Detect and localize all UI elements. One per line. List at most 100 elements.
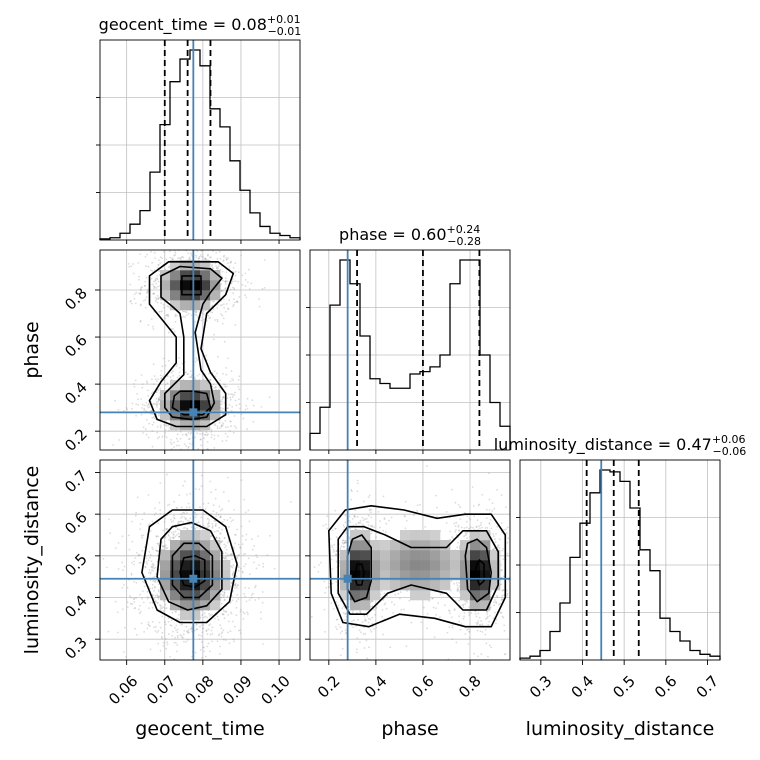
- hist-panel-luminosity_distance: [519, 459, 721, 661]
- sample-point: [366, 614, 369, 617]
- sample-point: [178, 371, 181, 374]
- sample-point: [167, 504, 169, 507]
- sample-point: [214, 524, 217, 527]
- sample-point: [220, 290, 223, 293]
- sample-point: [221, 540, 224, 542]
- sample-point: [154, 586, 156, 589]
- sample-point: [477, 620, 480, 622]
- sample-point: [211, 311, 214, 314]
- sample-point: [186, 493, 188, 496]
- sample-point: [223, 617, 226, 620]
- sample-point: [335, 549, 338, 552]
- sample-point: [200, 255, 203, 258]
- sample-point: [146, 562, 149, 565]
- sample-point: [151, 416, 154, 419]
- sample-point: [207, 433, 209, 435]
- sample-point: [150, 565, 153, 568]
- sample-point: [481, 631, 484, 633]
- sample-point: [173, 641, 176, 644]
- sample-point: [222, 638, 225, 641]
- sample-point: [174, 254, 177, 256]
- sample-point: [147, 403, 150, 406]
- sample-point: [507, 537, 510, 540]
- sample-point: [121, 561, 124, 564]
- contour-geocent_time-phase-3: [148, 261, 235, 428]
- sample-point: [221, 314, 224, 317]
- sample-point: [184, 371, 187, 374]
- sample-point: [156, 631, 159, 634]
- sample-point: [351, 611, 354, 614]
- sample-point: [204, 655, 207, 658]
- sample-point: [181, 255, 184, 258]
- sample-point: [140, 286, 143, 289]
- sample-point: [159, 262, 162, 264]
- sample-point: [146, 405, 149, 407]
- density-cell: [180, 420, 191, 431]
- sample-point: [174, 313, 177, 316]
- sample-point: [220, 635, 223, 638]
- sample-point: [185, 371, 187, 374]
- sample-point: [223, 594, 226, 597]
- sample-point: [331, 544, 333, 547]
- sample-point: [244, 595, 246, 598]
- sample-point: [181, 636, 184, 639]
- sample-point: [367, 621, 370, 624]
- sample-point: [157, 285, 159, 288]
- sample-point: [216, 640, 219, 642]
- hist-step-luminosity_distance: [519, 469, 721, 660]
- sample-point: [224, 426, 227, 428]
- sample-point: [158, 311, 161, 313]
- sample-point: [227, 257, 230, 260]
- density-cell: [210, 270, 221, 281]
- sample-point: [134, 627, 137, 630]
- sample-point: [153, 375, 156, 377]
- sample-point: [157, 596, 159, 599]
- sample-point: [146, 597, 149, 600]
- sample-point: [130, 300, 132, 302]
- sample-point: [248, 599, 251, 601]
- sample-point: [220, 425, 223, 428]
- sample-point: [355, 651, 358, 654]
- sample-point: [211, 526, 214, 529]
- sample-point: [165, 425, 168, 427]
- sample-point: [195, 310, 198, 313]
- sample-point: [208, 522, 210, 525]
- sample-point: [154, 300, 157, 303]
- sample-point: [148, 551, 151, 553]
- sample-point: [184, 518, 187, 521]
- sample-point: [209, 650, 211, 653]
- sample-point: [332, 608, 335, 610]
- sample-point: [108, 518, 110, 521]
- sample-point: [171, 634, 174, 637]
- sample-point: [156, 601, 159, 604]
- sample-point: [140, 374, 143, 376]
- sample-point: [127, 263, 130, 265]
- sample-point: [215, 536, 218, 539]
- sample-point: [230, 420, 232, 423]
- sample-point: [210, 436, 213, 439]
- sample-point: [219, 304, 222, 307]
- sample-point: [207, 628, 210, 631]
- sample-point: [220, 289, 222, 292]
- sample-point: [156, 550, 159, 552]
- sample-point: [250, 282, 253, 285]
- contour-geocent_time-phase-2: [160, 265, 223, 421]
- sample-point: [246, 281, 249, 284]
- truth-marker-geocent_time-phase: [189, 408, 198, 417]
- sample-point: [147, 395, 150, 397]
- sample-point: [230, 612, 233, 615]
- sample-point: [190, 374, 193, 376]
- sample-point: [135, 403, 138, 405]
- sample-point: [114, 547, 117, 549]
- sample-point: [200, 444, 203, 447]
- sample-point: [153, 292, 156, 295]
- sample-point: [222, 396, 225, 399]
- sample-point: [207, 525, 210, 528]
- sample-point: [248, 288, 251, 290]
- sample-point: [245, 533, 248, 536]
- sample-point: [137, 404, 140, 406]
- sample-point: [181, 636, 184, 639]
- sample-point: [232, 519, 235, 522]
- sample-point: [222, 259, 225, 261]
- sample-point: [205, 258, 207, 261]
